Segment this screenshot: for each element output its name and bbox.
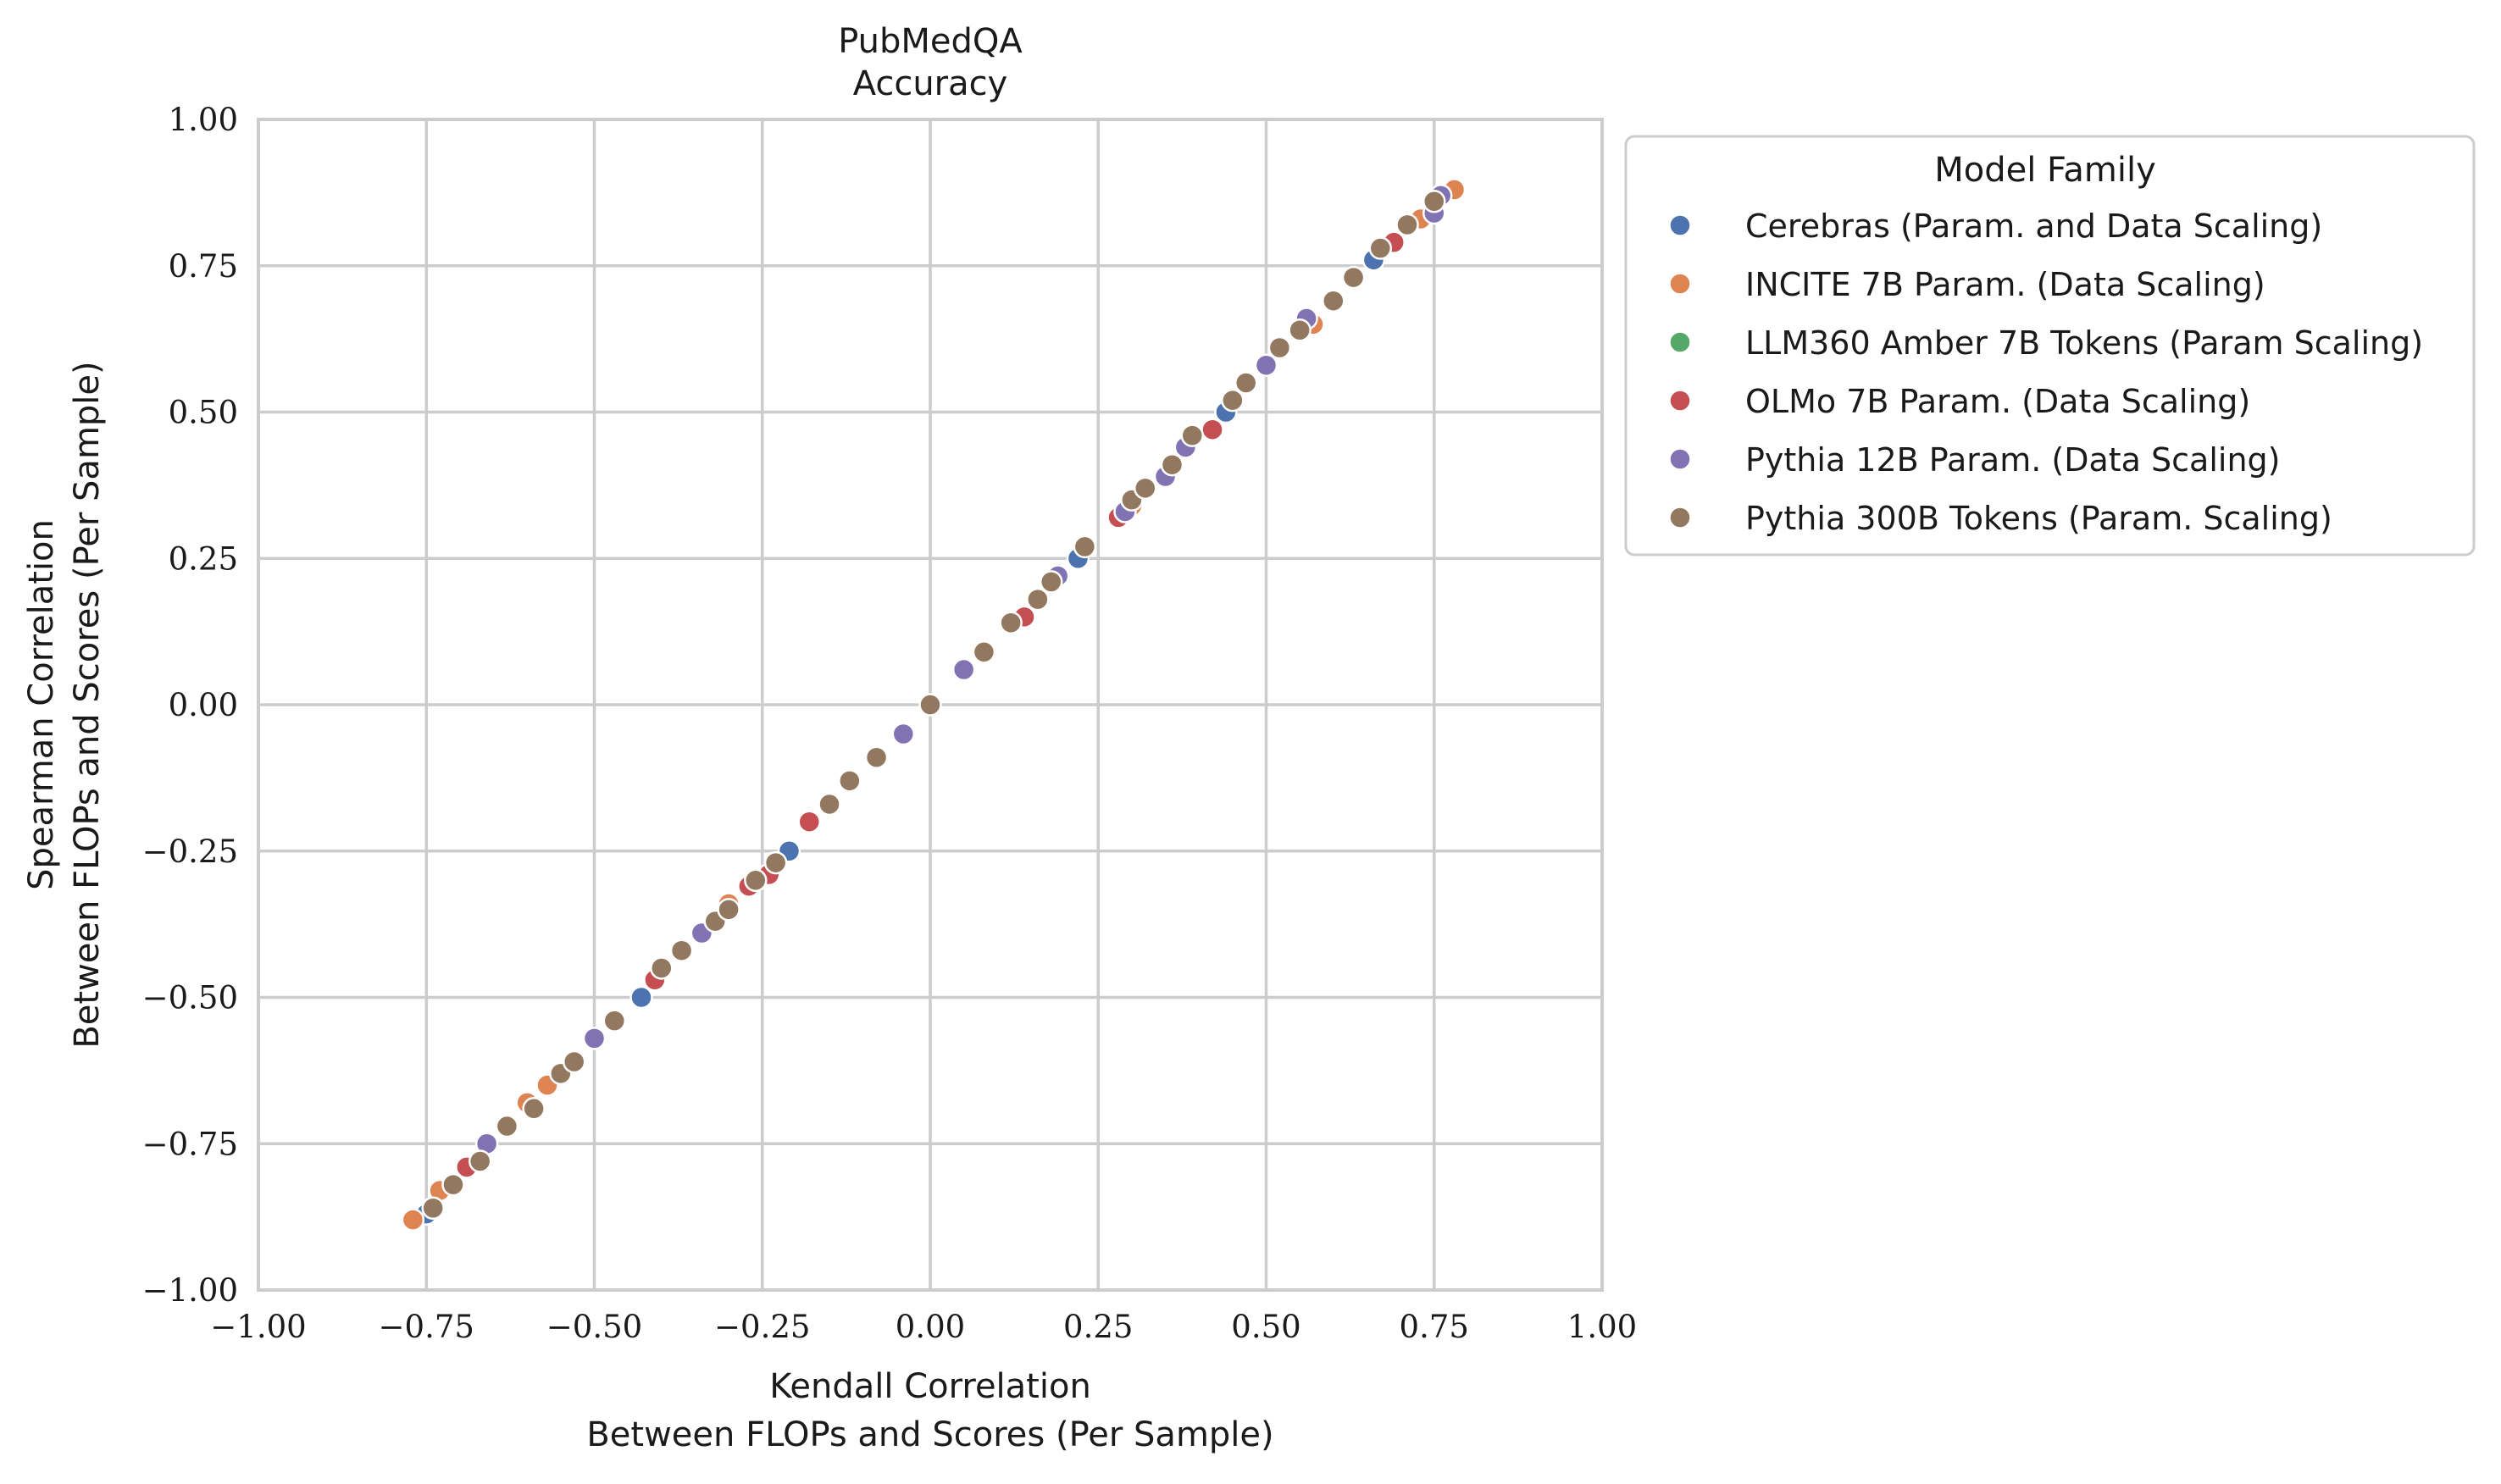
data-point [1234, 371, 1258, 395]
data-point [495, 1114, 519, 1138]
data-point [744, 868, 768, 893]
x-tick-label: −1.00 [210, 1309, 306, 1345]
data-point [1288, 318, 1312, 342]
data-point [1267, 335, 1292, 360]
data-point [1422, 189, 1446, 213]
data-point [1368, 236, 1393, 260]
data-point [1160, 452, 1184, 477]
data-point [1254, 353, 1278, 377]
y-tick-label: 1.00 [169, 102, 238, 138]
legend: Model Family Cerebras (Param. and Data S… [1624, 135, 2476, 556]
y-tick-label: −0.75 [142, 1126, 238, 1162]
data-point [562, 1049, 586, 1074]
legend-marker [1668, 272, 1692, 296]
y-tick-label: 0.00 [169, 687, 238, 723]
data-point [797, 810, 822, 833]
data-point [602, 1009, 627, 1033]
legend-marker [1668, 389, 1692, 413]
data-point [1073, 534, 1097, 559]
legend-label: Pythia 12B Param. (Data Scaling) [1745, 441, 2280, 479]
x-axis-label-line1: Kendall Correlation [769, 1367, 1091, 1406]
x-tick-label: −0.75 [379, 1309, 474, 1345]
x-tick-label: 0.00 [896, 1309, 965, 1345]
data-point [522, 1097, 546, 1121]
data-point [582, 1027, 607, 1050]
data-point [1039, 570, 1063, 594]
data-point [1134, 476, 1157, 501]
x-tick-label: −0.25 [714, 1309, 810, 1345]
y-axis-label-line1: Spearman Correlation [22, 519, 61, 890]
data-point [717, 898, 740, 922]
y-tick-label: 0.50 [169, 395, 238, 431]
x-axis-label-line2: Between FLOPs and Scores (Per Sample) [586, 1415, 1273, 1454]
y-axis-ticks: −1.00 −0.75 −0.50 −0.25 0.00 0.25 0.50 0.75 1.00 [142, 102, 238, 1309]
data-point [669, 939, 694, 962]
data-point [864, 745, 889, 769]
y-tick-label: −1.00 [142, 1272, 238, 1309]
legend-label: LLM360 Amber 7B Tokens (Param Scaling) [1745, 324, 2423, 362]
data-point [1341, 265, 1366, 290]
data-point [441, 1172, 465, 1197]
legend-items: Cerebras (Param. and Data Scaling) INCITE… [1668, 208, 2423, 537]
chart-title-line1: PubMedQA [838, 22, 1023, 61]
legend-box [1624, 135, 2476, 556]
data-point [951, 657, 976, 682]
data-point [918, 693, 942, 717]
y-axis-label-line2: Between FLOPs and Scores (Per Sample) [68, 361, 107, 1048]
data-point [972, 640, 996, 664]
legend-label: Cerebras (Param. and Data Scaling) [1745, 208, 2322, 245]
legend-marker [1668, 330, 1692, 354]
data-point [650, 956, 674, 980]
x-tick-label: 0.25 [1063, 1309, 1133, 1345]
data-point [401, 1208, 425, 1232]
data-point [838, 769, 862, 793]
legend-marker [1668, 506, 1692, 529]
x-tick-label: 0.75 [1400, 1309, 1469, 1345]
data-point [1180, 424, 1205, 447]
y-tick-label: 0.75 [169, 248, 238, 285]
legend-label: OLMo 7B Param. (Data Scaling) [1745, 383, 2250, 420]
data-point [421, 1196, 445, 1221]
y-tick-label: 0.25 [169, 540, 238, 577]
data-point [763, 850, 788, 875]
legend-marker [1668, 213, 1692, 237]
legend-title: Model Family [1934, 151, 2156, 190]
x-tick-label: −0.50 [546, 1309, 642, 1345]
plot-frame [257, 118, 1604, 1292]
legend-label: INCITE 7B Param. (Data Scaling) [1745, 266, 2265, 303]
data-point [891, 722, 916, 746]
data-point [1322, 289, 1345, 313]
data-point [1395, 213, 1419, 237]
y-tick-label: −0.25 [142, 833, 238, 870]
data-point [1201, 418, 1224, 441]
data-point [999, 611, 1023, 635]
chart-title-line2: Accuracy [853, 64, 1008, 103]
legend-label: Pythia 300B Tokens (Param. Scaling) [1745, 500, 2332, 537]
data-point [1221, 388, 1245, 413]
x-axis-ticks: −1.00 −0.75 −0.50 −0.25 0.00 0.25 0.50 0.75 1.00 [210, 1309, 1637, 1345]
data-point [468, 1149, 492, 1173]
y-tick-label: −0.50 [142, 980, 238, 1016]
data-point [818, 792, 841, 817]
x-tick-label: 0.50 [1231, 1309, 1300, 1345]
scatter-points [401, 178, 1467, 1232]
data-point [1026, 587, 1050, 612]
legend-marker [1668, 447, 1692, 471]
data-point [629, 985, 653, 1010]
x-tick-label: 1.00 [1567, 1309, 1637, 1345]
